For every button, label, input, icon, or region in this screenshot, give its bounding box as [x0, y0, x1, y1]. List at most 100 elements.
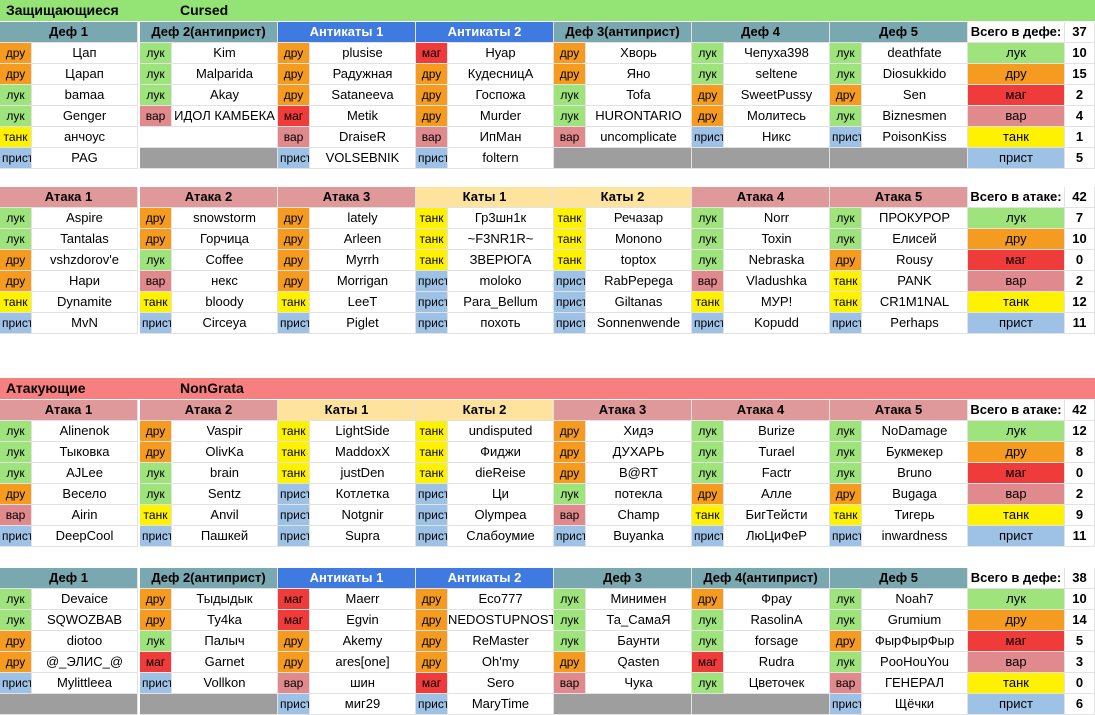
player-name[interactable]: RabPepega [586, 271, 692, 292]
player-name[interactable]: OlivKa [172, 442, 278, 463]
player-name[interactable]: Фиджи [448, 442, 554, 463]
player-name[interactable]: Alinenok [32, 421, 138, 442]
player-name[interactable]: Тыдыдык [172, 589, 278, 610]
player-name[interactable]: Giltanas [586, 292, 692, 313]
player-name[interactable]: Vollkon [172, 673, 278, 694]
player-name[interactable]: Тигерь [862, 505, 968, 526]
player-name[interactable]: PoisonKiss [862, 127, 968, 148]
player-name[interactable]: Тыковка [32, 442, 138, 463]
player-name[interactable]: Monono [586, 229, 692, 250]
group-header[interactable]: Атака 1 [0, 400, 138, 421]
player-name[interactable]: Factr [724, 463, 830, 484]
player-name[interactable]: Mylittleea [32, 673, 138, 694]
player-name[interactable]: Morrigan [310, 271, 416, 292]
player-name[interactable]: Чука [586, 673, 692, 694]
player-name[interactable]: ПРОКУРОР [862, 208, 968, 229]
group-header[interactable]: Атака 4 [692, 187, 830, 208]
player-name[interactable]: Vladushka [724, 271, 830, 292]
player-name[interactable]: ЛюЦиФеР [724, 526, 830, 547]
player-name[interactable]: Supra [310, 526, 416, 547]
player-name[interactable]: DeepCool [32, 526, 138, 547]
player-name[interactable]: КудесницА [448, 64, 554, 85]
player-name[interactable]: Елисей [862, 229, 968, 250]
player-name[interactable]: Akemy [310, 631, 416, 652]
player-name[interactable]: Dynamite [32, 292, 138, 313]
player-name[interactable]: похоть [448, 313, 554, 334]
player-name[interactable]: Biznesmen [862, 106, 968, 127]
player-name[interactable]: Burize [724, 421, 830, 442]
player-name[interactable]: ИпМан [448, 127, 554, 148]
player-name[interactable]: Anvil [172, 505, 278, 526]
group-header[interactable]: Деф 1 [0, 568, 138, 589]
player-name[interactable]: Слабоумие [448, 526, 554, 547]
player-name[interactable]: Champ [586, 505, 692, 526]
player-name[interactable]: Notgnir [310, 505, 416, 526]
player-name[interactable]: Гр3шн1к [448, 208, 554, 229]
player-name[interactable]: Царап [32, 64, 138, 85]
group-header[interactable]: Деф 5 [830, 568, 968, 589]
player-name[interactable]: Buyanka [586, 526, 692, 547]
player-name[interactable]: Букмекер [862, 442, 968, 463]
group-header[interactable]: Деф 2(антиприст) [140, 568, 278, 589]
group-header[interactable]: Деф 4(антиприст) [692, 568, 830, 589]
group-header[interactable]: Антикаты 2 [416, 22, 554, 43]
player-name[interactable]: NoDamage [862, 421, 968, 442]
player-name[interactable]: Toxin [724, 229, 830, 250]
player-name[interactable]: snowstorm [172, 208, 278, 229]
player-name[interactable]: Tofa [586, 85, 692, 106]
group-header[interactable]: Атака 3 [278, 187, 416, 208]
player-name[interactable]: Devaice [32, 589, 138, 610]
player-name[interactable]: HURONTARIO [586, 106, 692, 127]
player-name[interactable]: Речазар [586, 208, 692, 229]
player-name[interactable]: Радужная [310, 64, 416, 85]
player-name[interactable]: PAG [32, 148, 138, 169]
player-name[interactable]: БигТейсти [724, 505, 830, 526]
player-name[interactable]: Минимен [586, 589, 692, 610]
player-name[interactable]: LeeT [310, 292, 416, 313]
player-name[interactable]: Maerr [310, 589, 416, 610]
group-header[interactable]: Деф 3(антиприст) [554, 22, 692, 43]
player-name[interactable]: diotoo [32, 631, 138, 652]
player-name[interactable]: CR1M1NAL [862, 292, 968, 313]
group-header[interactable]: Каты 1 [416, 187, 554, 208]
player-name[interactable]: Госпожа [448, 85, 554, 106]
player-name[interactable]: Grumium [862, 610, 968, 631]
player-name[interactable]: Vaspir [172, 421, 278, 442]
player-name[interactable]: Eco777 [448, 589, 554, 610]
player-name[interactable]: Котлетка [310, 484, 416, 505]
player-name[interactable]: Norr [724, 208, 830, 229]
player-name[interactable]: Myrrh [310, 250, 416, 271]
player-name[interactable]: Баунти [586, 631, 692, 652]
player-name[interactable]: undisputed [448, 421, 554, 442]
player-name[interactable]: Нари [32, 271, 138, 292]
group-header[interactable]: Атака 2 [140, 187, 278, 208]
player-name[interactable]: Bruno [862, 463, 968, 484]
group-header[interactable]: Каты 1 [278, 400, 416, 421]
player-name[interactable]: Sentz [172, 484, 278, 505]
player-name[interactable]: bloody [172, 292, 278, 313]
player-name[interactable]: uncomplicate [586, 127, 692, 148]
player-name[interactable]: Алле [724, 484, 830, 505]
player-name[interactable]: DraiseR [310, 127, 416, 148]
group-header[interactable]: Деф 3 [554, 568, 692, 589]
player-name[interactable]: Весело [32, 484, 138, 505]
player-name[interactable]: ДУХАРЬ [586, 442, 692, 463]
player-name[interactable]: МУР! [724, 292, 830, 313]
group-header[interactable]: Антикаты 2 [416, 568, 554, 589]
player-name[interactable]: Чепуха398 [724, 43, 830, 64]
player-name[interactable]: Sen [862, 85, 968, 106]
player-name[interactable]: Sonnenwende [586, 313, 692, 334]
player-name[interactable]: Та_СамаЯ [586, 610, 692, 631]
player-name[interactable]: Para_Bellum [448, 292, 554, 313]
player-name[interactable]: brain [172, 463, 278, 484]
player-name[interactable]: Arleen [310, 229, 416, 250]
player-name[interactable]: Хидэ [586, 421, 692, 442]
group-header[interactable]: Атака 5 [830, 400, 968, 421]
group-header[interactable]: Атака 5 [830, 187, 968, 208]
player-name[interactable]: NEDOSTUPNOST [448, 610, 554, 631]
player-name[interactable]: Яно [586, 64, 692, 85]
group-header[interactable]: Атака 1 [0, 187, 138, 208]
group-header[interactable]: Атака 3 [554, 400, 692, 421]
player-name[interactable]: SweetPussy [724, 85, 830, 106]
player-name[interactable]: B@RT [586, 463, 692, 484]
